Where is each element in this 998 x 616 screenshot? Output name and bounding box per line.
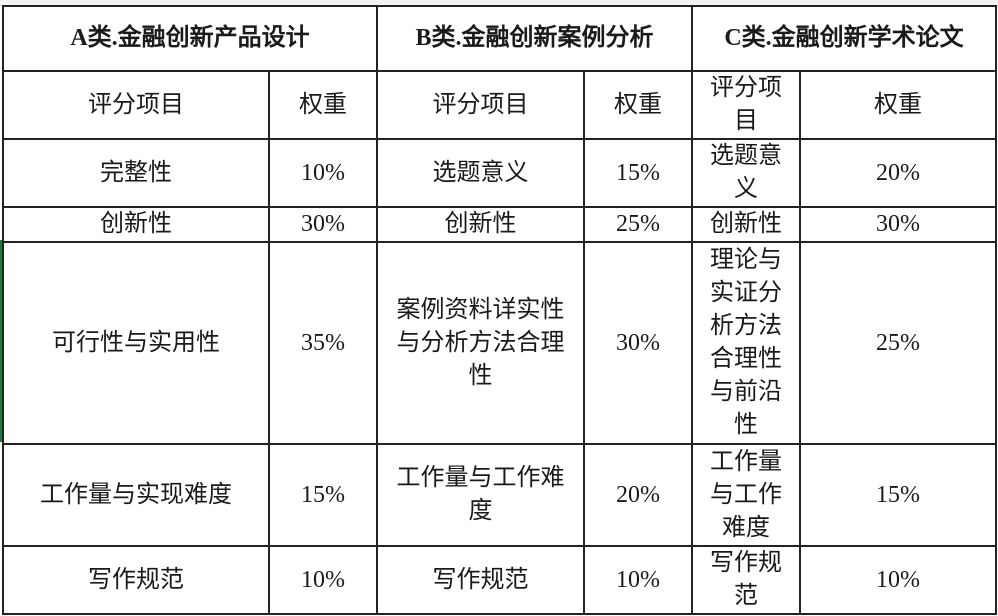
scoring-table: A类.金融创新产品设计 B类.金融创新案例分析 C类.金融创新学术论文 评分项目… [2,5,997,615]
category-c-title: C类.金融创新学术论文 [691,5,997,72]
c-item: 写作规范 [691,545,801,615]
a-weight: 10% [268,545,378,615]
header-weight: 权重 [268,70,378,140]
a-weight: 30% [268,206,378,243]
b-item-text: 工作量与工作难度 [396,465,565,524]
table-row: 写作规范 10% 写作规范 10% 写作规范 10% [2,545,997,615]
category-a-title: A类.金融创新产品设计 [2,5,378,72]
b-item: 创新性 [376,206,585,243]
c-item: 创新性 [691,206,801,243]
c-weight: 20% [799,138,997,208]
c-weight: 10% [799,545,997,615]
a-weight: 10% [268,138,378,208]
c-weight: 15% [799,443,997,547]
a-item: 可行性与实用性 [2,241,270,445]
header-weight: 权重 [583,70,693,140]
header-weight: 权重 [799,70,997,140]
a-item: 创新性 [2,206,270,243]
header-item: 评分项目 [376,70,585,140]
category-b-title: B类.金融创新案例分析 [376,5,693,72]
a-item: 写作规范 [2,545,270,615]
c-item-text: 理论与实证分析方法合理性与前沿性 [710,247,782,438]
c-item: 选题意义 [691,138,801,208]
header-item: 评分项目 [691,70,801,140]
header-item-text: 评分项目 [710,75,782,134]
b-item-text: 案例资料详实性与分析方法合理性 [396,296,565,389]
table-row: 工作量与实现难度 15% 工作量与工作难度 20% 工作量与工作难度 15% [2,443,997,547]
c-weight: 30% [799,206,997,243]
a-weight: 15% [268,443,378,547]
b-weight: 25% [583,206,693,243]
c-item: 理论与实证分析方法合理性与前沿性 [691,241,801,445]
c-item-text: 工作量与工作难度 [710,448,782,541]
a-item: 工作量与实现难度 [2,443,270,547]
table-row: 可行性与实用性 35% 案例资料详实性与分析方法合理性 30% 理论与实证分析方… [2,241,997,445]
b-weight: 20% [583,443,693,547]
c-weight: 25% [799,241,997,445]
table-row: 创新性 30% 创新性 25% 创新性 30% [2,206,997,243]
a-item: 完整性 [2,138,270,208]
b-item: 写作规范 [376,545,585,615]
c-item: 工作量与工作难度 [691,443,801,547]
b-weight: 30% [583,241,693,445]
header-item: 评分项目 [2,70,270,140]
b-item: 选题意义 [376,138,585,208]
b-weight: 15% [583,138,693,208]
b-item: 案例资料详实性与分析方法合理性 [376,241,585,445]
b-weight: 10% [583,545,693,615]
c-item-text: 选题意义 [710,143,782,202]
b-item: 工作量与工作难度 [376,443,585,547]
table-row: 完整性 10% 选题意义 15% 选题意义 20% [2,138,997,208]
c-item-text: 写作规范 [710,550,782,609]
a-weight: 35% [268,241,378,445]
cell-selection-indicator [0,240,2,442]
